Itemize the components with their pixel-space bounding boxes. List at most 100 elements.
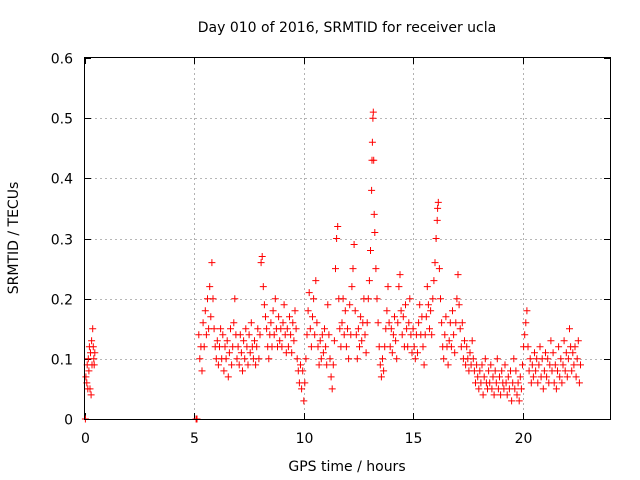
data-point — [404, 343, 412, 351]
data-point — [529, 373, 537, 381]
data-point — [563, 373, 571, 381]
data-point — [333, 235, 341, 242]
data-point — [569, 349, 577, 357]
data-point — [367, 247, 374, 254]
data-point — [277, 325, 285, 333]
data-point — [469, 355, 477, 363]
data-point — [510, 355, 518, 363]
data-point — [286, 313, 293, 321]
data-point — [396, 271, 404, 279]
data-point — [199, 319, 207, 327]
y-tick-label: 0.6 — [51, 52, 73, 68]
data-point — [228, 361, 236, 369]
data-point — [278, 343, 286, 351]
data-point — [411, 355, 419, 363]
data-point — [384, 283, 392, 291]
data-point — [437, 295, 444, 303]
data-point — [403, 325, 411, 333]
data-point — [371, 229, 379, 236]
data-point — [332, 265, 339, 273]
data-point — [322, 343, 330, 351]
data-point — [353, 355, 361, 363]
data-point — [336, 325, 344, 333]
data-point — [524, 343, 532, 351]
data-point — [356, 343, 363, 351]
data-point — [449, 307, 456, 315]
data-point — [292, 325, 300, 333]
data-point — [376, 361, 384, 369]
data-point — [284, 343, 292, 351]
data-point — [406, 295, 414, 303]
data-point — [535, 361, 543, 369]
data-point — [302, 355, 310, 363]
data-point — [234, 343, 242, 351]
data-point — [267, 319, 275, 327]
data-point — [304, 307, 312, 315]
data-point — [575, 379, 583, 387]
y-axis-label: SRMTID / TECUs — [6, 182, 22, 295]
data-point — [275, 313, 283, 321]
data-point — [210, 325, 218, 333]
data-point — [345, 355, 353, 363]
data-point — [492, 379, 500, 387]
data-point — [547, 337, 555, 345]
data-point — [504, 373, 512, 381]
data-point — [389, 331, 397, 339]
data-point — [263, 325, 271, 333]
data-point — [568, 367, 576, 375]
data-point — [89, 343, 97, 351]
data-point — [265, 355, 273, 363]
data-point — [222, 355, 230, 363]
data-point — [393, 355, 401, 363]
data-point — [479, 391, 487, 399]
data-point — [536, 343, 544, 351]
data-point — [493, 355, 501, 363]
data-point — [501, 361, 509, 369]
data-point — [256, 331, 264, 339]
data-point — [245, 331, 253, 339]
data-point — [341, 307, 349, 315]
data-point — [454, 271, 462, 279]
data-point — [298, 385, 306, 393]
plot-frame — [84, 57, 611, 420]
data-point — [474, 373, 482, 381]
data-point — [566, 325, 573, 333]
data-point — [542, 349, 549, 357]
data-point — [223, 337, 231, 345]
data-point — [255, 355, 263, 363]
data-point — [220, 367, 228, 375]
data-point — [434, 198, 442, 206]
data-point — [257, 259, 265, 267]
data-point — [370, 210, 378, 218]
data-point — [561, 367, 569, 375]
data-point — [279, 319, 287, 327]
y-tick-label: 0.4 — [51, 172, 73, 188]
data-point — [410, 343, 418, 351]
data-point — [305, 289, 313, 297]
data-point — [552, 385, 560, 393]
data-point — [311, 331, 319, 339]
data-point — [399, 313, 407, 321]
data-point — [511, 385, 519, 393]
data-point — [532, 367, 540, 375]
data-point — [522, 319, 530, 327]
data-point — [556, 373, 564, 381]
data-point — [392, 337, 400, 345]
data-point — [444, 361, 452, 369]
data-point — [543, 373, 551, 381]
data-point — [330, 337, 338, 345]
data-point — [251, 337, 258, 345]
data-point — [402, 301, 409, 309]
data-point — [480, 373, 488, 381]
data-point — [200, 343, 208, 351]
data-point — [293, 355, 301, 363]
data-point — [89, 325, 97, 333]
data-point — [339, 295, 347, 303]
data-point — [562, 349, 570, 357]
data-point — [315, 361, 323, 369]
data-point — [357, 313, 365, 321]
data-point — [414, 349, 421, 357]
data-point — [421, 331, 429, 339]
data-point — [544, 355, 552, 363]
